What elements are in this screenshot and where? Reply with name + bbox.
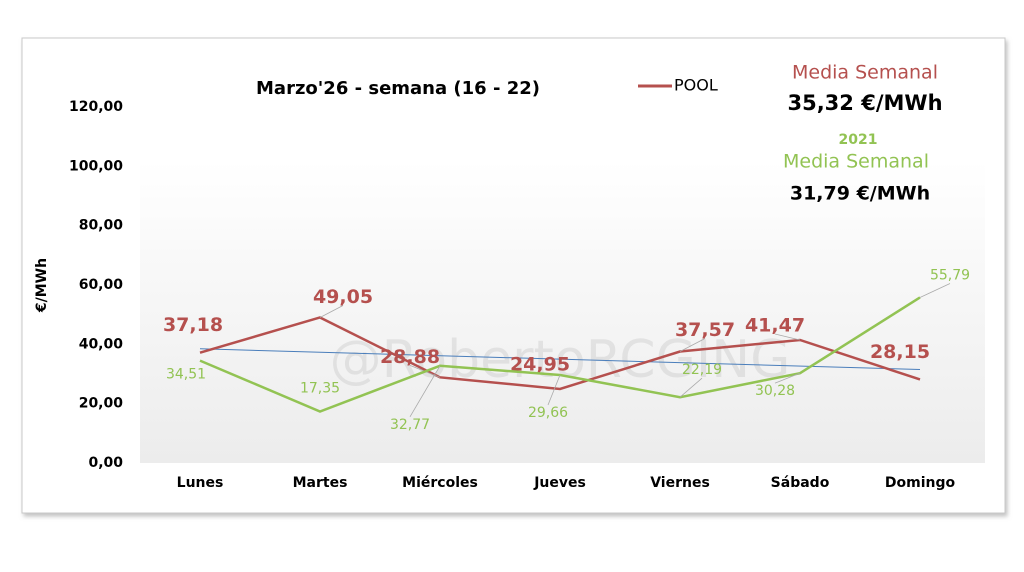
data-label: 29,66 — [528, 405, 568, 421]
x-tick-label: Jueves — [533, 475, 586, 491]
leader-line — [679, 377, 703, 398]
data-label: 17,35 — [300, 381, 340, 397]
y-tick-label: 60,00 — [79, 277, 124, 293]
trendline — [199, 348, 921, 371]
data-label: 34,51 — [166, 367, 206, 383]
legend-label: POOL — [674, 76, 718, 95]
data-label: 49,05 — [313, 286, 373, 308]
x-tick-label: Domingo — [885, 475, 956, 491]
summary-year: 2021 — [839, 132, 878, 148]
data-label: 24,95 — [510, 353, 570, 375]
x-tick-label: Viernes — [650, 475, 710, 491]
data-label: 41,47 — [745, 314, 805, 336]
data-label: 30,28 — [755, 383, 795, 399]
y-axis-label: €/MWh — [34, 258, 50, 313]
x-tick-label: Martes — [293, 475, 348, 491]
data-label: 55,79 — [930, 267, 970, 283]
data-label: 32,77 — [390, 417, 430, 433]
y-tick-label: 0,00 — [88, 455, 123, 471]
leader-line — [919, 283, 951, 298]
leader-line — [319, 305, 344, 318]
data-label: 28,88 — [380, 346, 440, 368]
y-tick-label: 120,00 — [69, 99, 123, 115]
y-tick-label: 100,00 — [69, 158, 123, 174]
y-tick-label: 20,00 — [79, 396, 124, 412]
leader-line — [679, 338, 706, 352]
y-tick-label: 40,00 — [79, 336, 124, 352]
summary-value: 31,79 €/MWh — [790, 183, 930, 205]
x-tick-label: Lunes — [177, 475, 224, 491]
data-label: 37,18 — [163, 314, 223, 336]
x-tick-label: Miércoles — [402, 475, 478, 491]
leader-line — [774, 333, 801, 341]
y-tick-label: 80,00 — [79, 218, 124, 234]
chart-title: Marzo'26 - semana (16 - 22) — [256, 78, 540, 99]
x-tick-label: Sábado — [771, 475, 830, 491]
leader-line — [774, 372, 801, 384]
data-label: 37,57 — [675, 319, 735, 341]
summary-label: Media Semanal — [792, 62, 938, 84]
leader-line — [409, 365, 441, 417]
plot-background — [140, 160, 985, 463]
data-label: 28,15 — [870, 341, 930, 363]
summary-value: 35,32 €/MWh — [787, 91, 942, 115]
leader-line — [547, 374, 561, 406]
data-label: 22,19 — [682, 362, 722, 378]
summary-label: Media Semanal — [783, 151, 929, 173]
